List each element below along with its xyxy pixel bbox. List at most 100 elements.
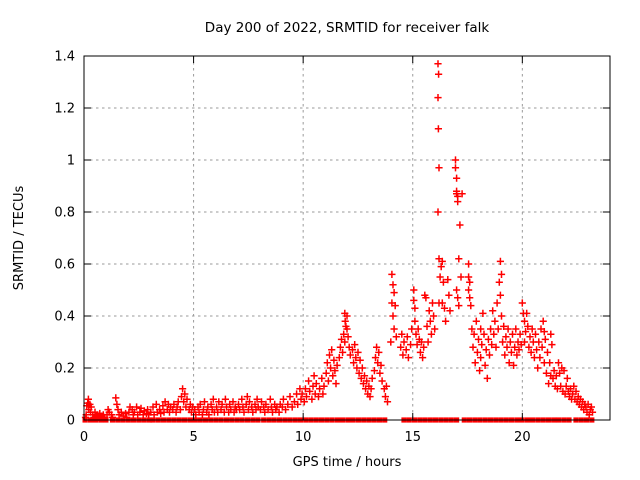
data-point-plus: [470, 330, 478, 338]
data-point-plus: [438, 299, 446, 307]
data-point-plus: [560, 367, 568, 375]
y-tick-label: 0.4: [54, 310, 75, 325]
data-point-plus: [302, 393, 311, 401]
data-point-plus: [390, 289, 398, 297]
data-point-plus: [383, 398, 392, 406]
x-tick-label: 5: [189, 430, 197, 445]
data-point-plus: [370, 367, 378, 375]
data-point-plus: [413, 341, 421, 349]
data-point-plus: [527, 348, 535, 356]
y-tick-label: 0.2: [54, 362, 75, 377]
y-tick-label: 1: [67, 154, 75, 169]
data-point-plus: [113, 400, 121, 408]
data-point-plus: [520, 338, 529, 346]
data-point-plus: [451, 164, 460, 172]
data-point-plus: [477, 325, 485, 333]
data-point-plus: [466, 294, 474, 302]
data-point-plus: [446, 307, 454, 315]
data-point-plus: [229, 398, 237, 406]
data-point-plus: [397, 343, 405, 351]
data-point-plus: [502, 333, 510, 341]
axis-ticks: [83, 55, 610, 421]
data-point-plus: [483, 374, 491, 382]
data-point-plus: [387, 338, 395, 346]
data-point-plus: [431, 325, 439, 333]
data-point-plus: [505, 359, 513, 367]
data-point-plus: [442, 317, 450, 325]
data-point-plus: [434, 125, 442, 133]
data-point-plus: [360, 372, 369, 380]
data-point-plus: [358, 364, 366, 372]
data-point-plus: [207, 400, 215, 408]
data-point-plus: [266, 395, 274, 403]
data-point-plus: [438, 257, 446, 265]
y-tick-label: 1.4: [54, 50, 75, 65]
data-point-plus: [518, 299, 526, 307]
data-point-plus: [328, 346, 336, 354]
data-point-plus: [512, 325, 520, 333]
data-point-plus: [389, 281, 397, 289]
data-point-plus: [542, 369, 550, 377]
data-point-plus: [410, 286, 418, 294]
data-point-plus: [253, 395, 261, 403]
data-point-plus: [243, 393, 251, 401]
data-point-plus: [316, 385, 324, 393]
data-point-plus: [389, 312, 397, 320]
data-point-plus: [440, 304, 449, 312]
data-point-plus: [587, 403, 595, 411]
data-point-plus: [343, 325, 351, 333]
data-point-plus: [275, 408, 283, 416]
data-point-plus: [331, 367, 339, 375]
data-point-plus: [354, 348, 362, 356]
data-point-plus: [455, 302, 463, 310]
data-point-plus: [453, 174, 461, 182]
data-point-plus: [489, 307, 497, 315]
data-point-plus: [476, 367, 484, 375]
data-point-plus: [112, 394, 120, 402]
grid-lines: [84, 56, 610, 420]
data-point-plus: [340, 330, 348, 338]
data-point-plus: [213, 403, 221, 411]
data-point-plus: [493, 299, 501, 307]
data-point-plus: [524, 322, 532, 330]
data-point-plus: [348, 346, 357, 354]
data-point-plus: [434, 94, 442, 102]
data-point-plus: [159, 402, 167, 410]
data-point-plus: [200, 398, 209, 406]
data-point-plus: [332, 380, 340, 388]
data-point-plus: [424, 338, 432, 346]
data-point-plus: [426, 317, 434, 325]
data-point-plus: [548, 341, 556, 349]
data-point-plus: [513, 351, 521, 359]
data-point-plus: [563, 374, 571, 382]
data-point-plus: [373, 343, 381, 351]
data-point-plus: [329, 372, 337, 380]
data-point-plus: [408, 325, 416, 333]
data-point-plus: [472, 317, 480, 325]
y-tick-label: 0.6: [54, 258, 75, 273]
data-point-plus: [300, 398, 308, 406]
data-point-plus: [378, 377, 386, 385]
data-point-plus: [262, 400, 270, 408]
data-point-plus: [288, 403, 296, 411]
data-point-plus: [376, 369, 384, 377]
data-point-plus: [371, 354, 380, 362]
data-point-plus: [324, 377, 332, 385]
data-point-plus: [87, 403, 95, 411]
data-point-plus: [322, 369, 330, 377]
data-point-plus: [437, 263, 445, 271]
data-point-plus: [506, 338, 514, 346]
data-point-plus: [504, 325, 512, 333]
y-tick-labels: 0 0.2 0.4 0.6 0.8 1 1.2 1.4: [54, 50, 75, 429]
data-point-plus: [352, 354, 360, 362]
data-point-plus: [122, 409, 130, 418]
data-point-plus: [388, 270, 396, 278]
data-point-plus: [495, 278, 503, 286]
data-point-plus: [550, 367, 558, 375]
data-point-plus: [279, 395, 287, 403]
data-point-plus: [157, 409, 165, 418]
data-point-plus: [501, 351, 509, 359]
data-point-plus: [375, 348, 383, 356]
data-point-plus: [466, 278, 474, 286]
